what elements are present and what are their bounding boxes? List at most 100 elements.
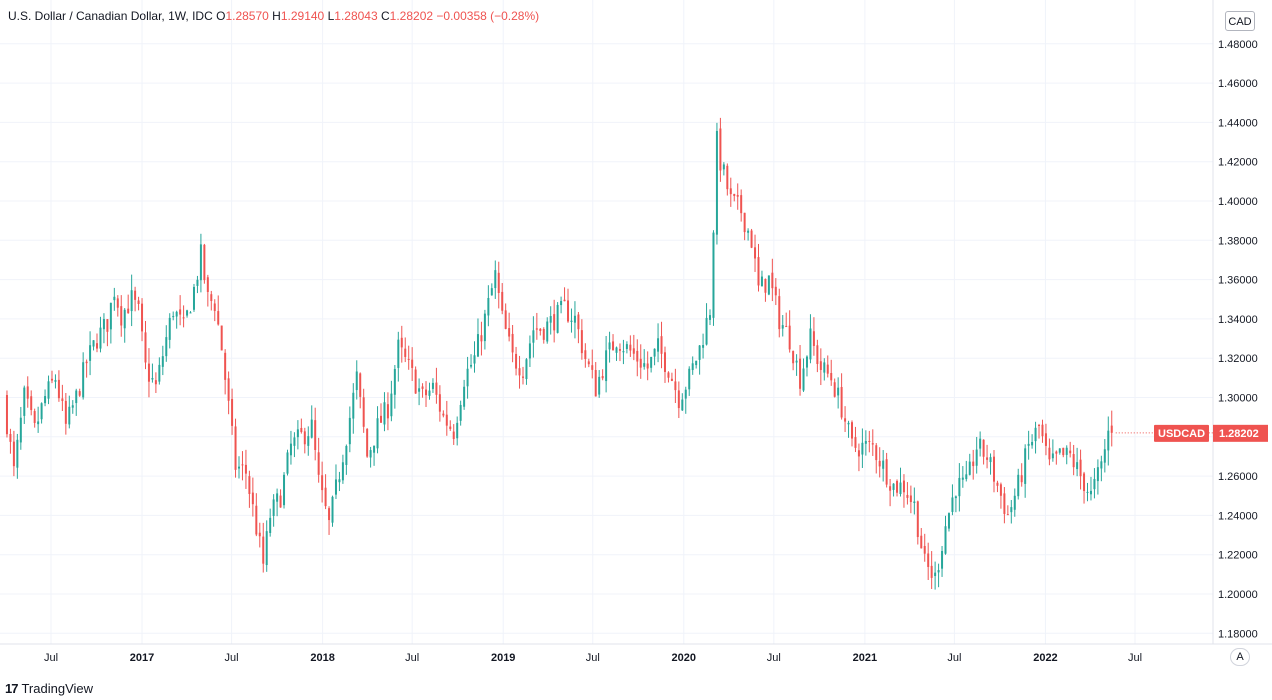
- candle-body: [580, 330, 583, 354]
- candle-body: [871, 443, 874, 445]
- auto-scale-button[interactable]: A: [1230, 648, 1250, 666]
- candle-body: [1048, 447, 1051, 460]
- candle-body: [5, 395, 8, 435]
- candle-body: [636, 350, 639, 362]
- candle-body: [134, 290, 137, 300]
- candle-body: [172, 316, 175, 318]
- candle-body: [923, 545, 926, 554]
- candle-body: [587, 361, 590, 365]
- candle-body: [26, 386, 29, 399]
- candle-body: [823, 362, 826, 373]
- candle-body: [743, 212, 746, 233]
- candle-body: [234, 426, 237, 470]
- candle-body: [833, 382, 836, 397]
- candle-body: [618, 349, 621, 351]
- candle-body: [272, 499, 275, 516]
- candle-body: [68, 406, 71, 425]
- candle-body: [528, 343, 531, 359]
- tradingview-logo[interactable]: 17 TradingView: [5, 681, 93, 696]
- candle-body: [972, 461, 975, 467]
- candle-body: [805, 356, 808, 368]
- candle-body: [622, 351, 625, 353]
- candle-body: [19, 417, 22, 443]
- candle-body: [192, 286, 195, 310]
- candle-body: [64, 400, 67, 424]
- candle-body: [16, 439, 19, 468]
- candle-body: [920, 535, 923, 549]
- candle-body: [1072, 454, 1075, 468]
- tradingview-logo-icon: 17: [5, 681, 19, 696]
- candle-body: [414, 369, 417, 394]
- candle-body: [508, 328, 511, 337]
- candle-body: [947, 513, 950, 529]
- symbol-legend[interactable]: U.S. Dollar / Canadian Dollar, 1W, IDC O…: [8, 9, 539, 23]
- candle-body: [934, 572, 937, 577]
- candle-body: [1027, 443, 1030, 446]
- candle-body: [979, 438, 982, 449]
- candle-body: [276, 493, 279, 502]
- candle-body: [899, 482, 902, 495]
- candle-body: [206, 277, 209, 292]
- candle-body: [560, 300, 563, 306]
- currency-badge[interactable]: CAD: [1225, 11, 1255, 31]
- candle-body: [137, 300, 140, 304]
- candle-body: [348, 417, 351, 445]
- candle-body: [255, 505, 258, 535]
- candle-body: [92, 340, 95, 347]
- time-tick-label: Jul: [767, 652, 781, 664]
- candle-body: [1103, 449, 1106, 463]
- symbol-title[interactable]: U.S. Dollar / Canadian Dollar, 1W, IDC: [8, 9, 213, 23]
- candle-body: [968, 461, 971, 475]
- candle-body: [355, 371, 358, 391]
- candle-body: [452, 431, 455, 440]
- candle-body: [999, 484, 1002, 496]
- time-tick-label: 2020: [672, 652, 696, 664]
- candle-body: [289, 443, 292, 456]
- candle-body: [750, 230, 753, 248]
- candle-body: [490, 288, 493, 296]
- candle-body: [608, 342, 611, 350]
- candle-body: [383, 402, 386, 425]
- candle-body: [123, 309, 126, 329]
- candle-body: [109, 302, 112, 330]
- candle-body: [767, 275, 770, 295]
- price-tick-label: 1.42000: [1218, 157, 1258, 169]
- candle-body: [54, 380, 57, 382]
- candle-body: [684, 389, 687, 399]
- candle-body: [1020, 475, 1023, 483]
- candle-body: [57, 379, 60, 399]
- candle-body: [199, 244, 202, 281]
- candle-body: [82, 362, 85, 398]
- candle-body: [269, 517, 272, 533]
- candle-body: [116, 298, 119, 308]
- candle-body: [913, 501, 916, 503]
- candle-body: [674, 381, 677, 391]
- candle-body: [563, 299, 566, 302]
- candle-body: [695, 360, 698, 366]
- candle-body: [816, 345, 819, 364]
- candle-body: [1031, 441, 1034, 446]
- price-tick-label: 1.48000: [1218, 39, 1258, 51]
- candle-body: [483, 313, 486, 342]
- candle-body: [1038, 424, 1041, 426]
- candle-body: [224, 352, 227, 380]
- candle-body: [251, 492, 254, 505]
- candle-body: [764, 278, 767, 293]
- candle-body: [840, 387, 843, 418]
- candle-body: [154, 380, 157, 385]
- candle-body: [431, 382, 434, 389]
- candle-body: [1062, 447, 1065, 456]
- price-tick-label: 1.22000: [1218, 550, 1258, 562]
- candle-body: [653, 348, 656, 357]
- candle-body: [861, 442, 864, 455]
- candle-body: [265, 531, 268, 566]
- candle-body: [400, 337, 403, 348]
- time-tick-label: 2018: [310, 652, 334, 664]
- candle-body: [515, 353, 518, 369]
- candle-body: [324, 487, 327, 507]
- candle-body: [179, 309, 182, 315]
- candle-body: [1100, 461, 1103, 469]
- candle-body: [470, 364, 473, 367]
- candle-body: [341, 462, 344, 481]
